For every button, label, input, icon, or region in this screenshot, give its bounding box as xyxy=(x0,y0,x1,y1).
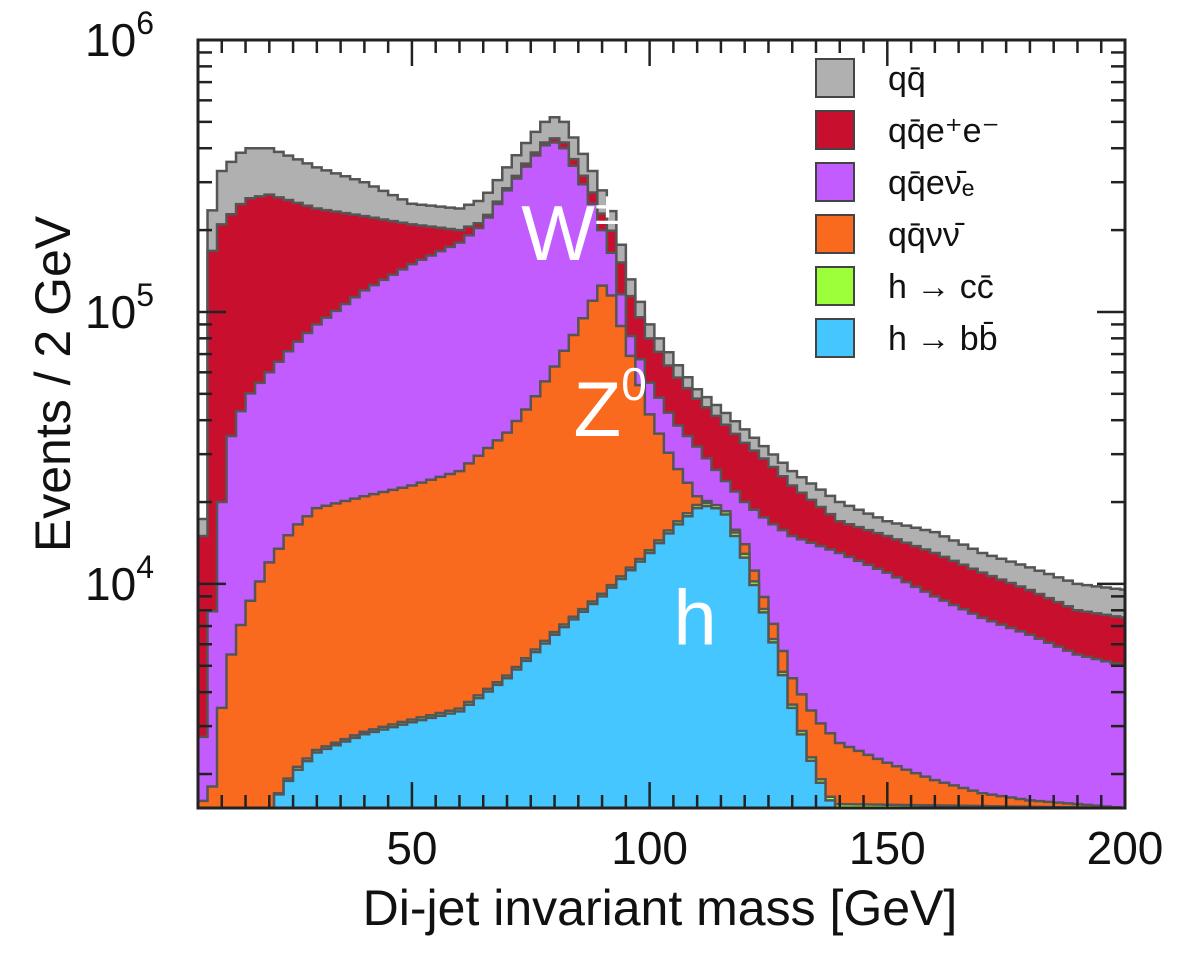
legend-label: qq̄e⁺e⁻ xyxy=(888,112,1000,150)
legend-label: qq̄eν̄ₑ xyxy=(888,164,974,202)
legend-label: h → bb̄ xyxy=(888,320,998,358)
y-tick-label: 106 xyxy=(85,5,154,66)
axis-ticks xyxy=(198,38,1127,808)
x-tick-labels: 50 100 150 200 xyxy=(386,822,1163,874)
annotation-label: h xyxy=(673,573,716,661)
x-tick-label: 50 xyxy=(386,822,437,874)
annotations: W± Z0 h xyxy=(521,182,717,661)
x-tick-label: 200 xyxy=(1087,822,1164,874)
annotation-label: W± xyxy=(521,182,620,277)
legend-swatch xyxy=(815,266,855,306)
x-tick-label: 100 xyxy=(611,822,688,874)
y-tick-labels: 104 105 106 xyxy=(85,5,154,610)
y-axis-title: Events / 2 GeV xyxy=(25,215,81,552)
y-tick-label: 105 xyxy=(85,277,154,338)
legend-swatch xyxy=(815,162,855,202)
x-axis-title: Di-jet invariant mass [GeV] xyxy=(363,880,958,936)
series-layer xyxy=(196,115,1127,810)
legend-label: h → cc̄ xyxy=(888,268,994,306)
plot-frame xyxy=(196,38,1127,810)
legend-swatch xyxy=(815,318,855,358)
x-tick-label: 150 xyxy=(849,822,926,874)
legend-label: qq̄ xyxy=(888,60,926,98)
legend-label: qq̄νν̄ xyxy=(888,216,965,254)
plot-area xyxy=(196,38,1127,810)
y-tick-label: 104 xyxy=(85,549,154,610)
legend-swatch xyxy=(815,110,855,150)
legend-swatch xyxy=(815,58,855,98)
annotation-label: Z0 xyxy=(574,358,647,453)
legend: qq̄ qq̄e⁺e⁻ qq̄eν̄ₑ qq̄νν̄ h → cc̄ h → bb̄ xyxy=(815,58,1000,358)
legend-swatch xyxy=(815,214,855,254)
